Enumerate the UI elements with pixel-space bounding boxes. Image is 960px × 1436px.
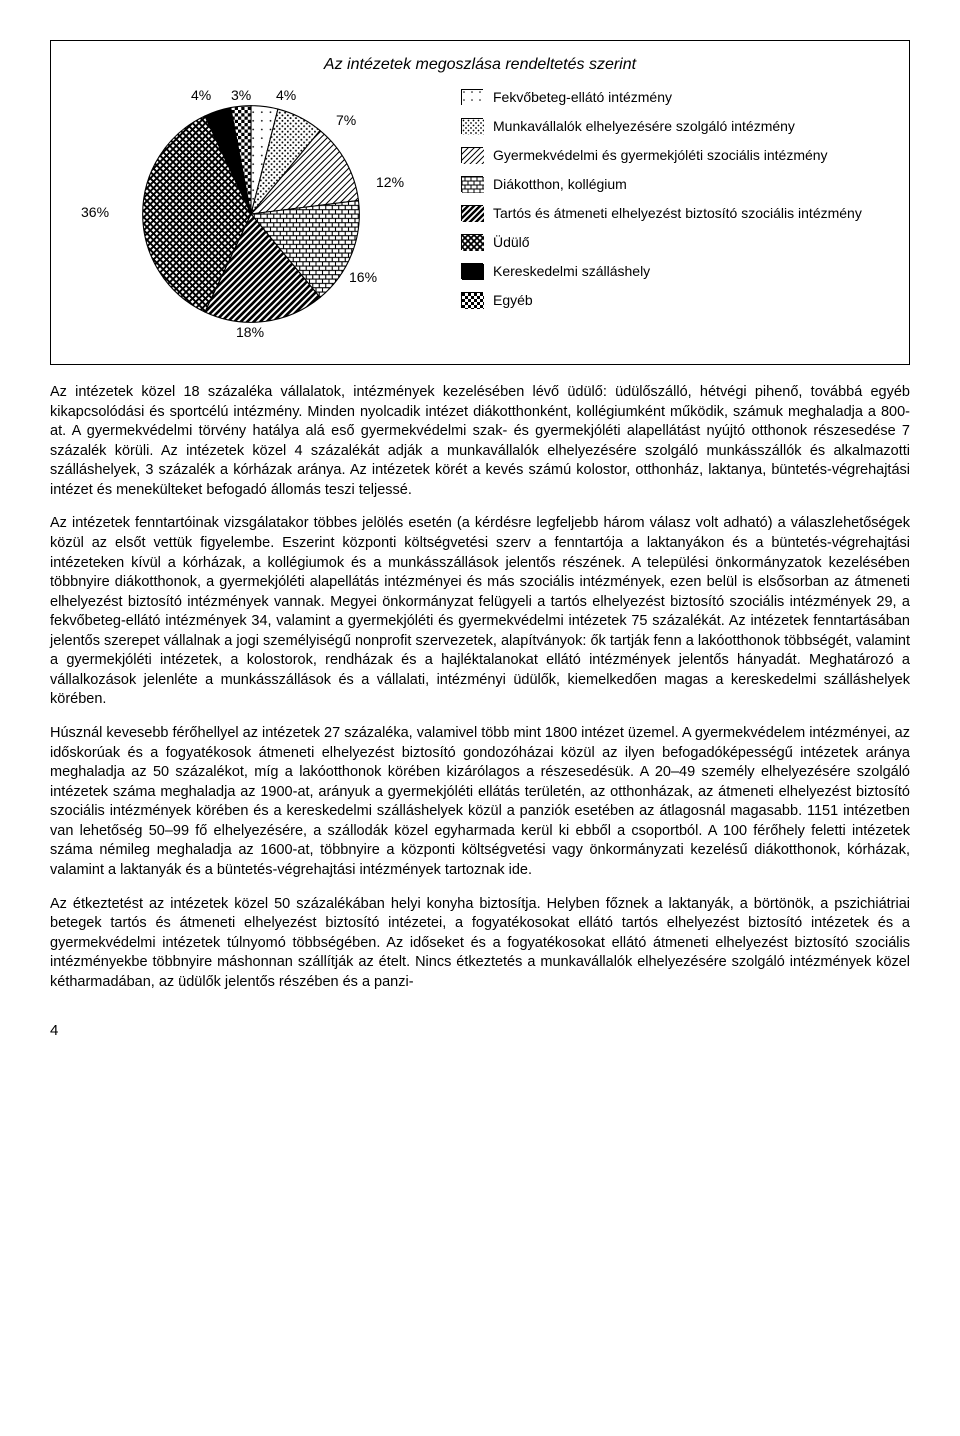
legend-label: Egyéb	[493, 292, 533, 308]
legend-item: Tartós és átmeneti elhelyezést biztosító…	[461, 205, 862, 221]
page-number: 4	[50, 1022, 910, 1039]
pct-label: 4%	[191, 87, 211, 103]
body-paragraph: Az intézetek fenntartóinak vizsgálatakor…	[50, 514, 910, 710]
legend-item: Diákotthon, kollégium	[461, 176, 862, 192]
chart-container: Az intézetek megoszlása rendeltetés szer…	[50, 40, 910, 365]
legend-item: Kereskedelmi szálláshely	[461, 263, 862, 279]
legend-item: Gyermekvédelmi és gyermekjóléti szociáli…	[461, 147, 862, 163]
legend-label: Diákotthon, kollégium	[493, 176, 627, 192]
pct-label: 36%	[81, 204, 109, 220]
swatch-icon	[461, 234, 483, 250]
legend-label: Munkavállalók elhelyezésére szolgáló int…	[493, 118, 795, 134]
swatch-icon	[461, 147, 483, 163]
swatch-icon	[461, 118, 483, 134]
pct-label: 7%	[336, 112, 356, 128]
swatch-icon	[461, 89, 483, 105]
swatch-icon	[461, 205, 483, 221]
legend-item: Egyéb	[461, 292, 862, 308]
legend-label: Gyermekvédelmi és gyermekjóléti szociáli…	[493, 147, 828, 163]
legend-label: Tartós és átmeneti elhelyezést biztosító…	[493, 205, 862, 221]
chart-legend: Fekvőbeteg-ellátó intézmény Munkavállaló…	[461, 84, 862, 308]
legend-item: Üdülő	[461, 234, 862, 250]
legend-item: Munkavállalók elhelyezésére szolgáló int…	[461, 118, 862, 134]
swatch-icon	[461, 263, 483, 279]
body-paragraph: Az étkeztetést az intézetek közel 50 szá…	[50, 895, 910, 993]
body-paragraph: Az intézetek közel 18 százaléka vállalat…	[50, 383, 910, 500]
pct-label: 4%	[276, 87, 296, 103]
pct-label: 18%	[236, 324, 264, 340]
pct-label: 16%	[349, 269, 377, 285]
legend-label: Kereskedelmi szálláshely	[493, 263, 650, 279]
chart-title: Az intézetek megoszlása rendeltetés szer…	[71, 56, 889, 74]
pct-label: 12%	[376, 174, 404, 190]
body-paragraph: Húsznál kevesebb férőhellyel az intézete…	[50, 724, 910, 881]
legend-label: Üdülő	[493, 234, 530, 250]
pct-label: 3%	[231, 87, 251, 103]
swatch-icon	[461, 292, 483, 308]
pie-chart: 4% 3% 4% 7% 12% 16% 18% 36%	[71, 84, 431, 344]
legend-label: Fekvőbeteg-ellátó intézmény	[493, 89, 672, 105]
legend-item: Fekvőbeteg-ellátó intézmény	[461, 89, 862, 105]
swatch-icon	[461, 176, 483, 192]
chart-body: 4% 3% 4% 7% 12% 16% 18% 36% Fekvőbeteg-e…	[71, 84, 889, 344]
